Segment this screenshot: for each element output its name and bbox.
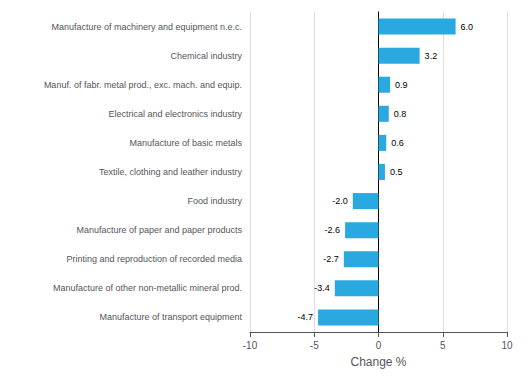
svg-text:Food industry: Food industry (187, 196, 242, 206)
svg-text:10: 10 (501, 340, 513, 351)
svg-text:-2.6: -2.6 (325, 225, 341, 235)
svg-text:Manufacture of basic metals: Manufacture of basic metals (129, 138, 242, 148)
svg-text:3.2: 3.2 (425, 51, 438, 61)
svg-text:Printing and reproduction of r: Printing and reproduction of recorded me… (66, 254, 242, 264)
svg-text:Manufacture of other non-metal: Manufacture of other non-metallic minera… (53, 283, 242, 293)
svg-text:5: 5 (440, 340, 446, 351)
svg-text:0.5: 0.5 (390, 167, 403, 177)
svg-text:-10: -10 (243, 340, 258, 351)
svg-text:-2.7: -2.7 (323, 254, 339, 264)
svg-text:-3.4: -3.4 (314, 283, 330, 293)
svg-text:6.0: 6.0 (461, 22, 474, 32)
svg-text:Manufacture of paper and paper: Manufacture of paper and paper products (76, 225, 242, 235)
svg-text:Textile, clothing and leather: Textile, clothing and leather industry (99, 167, 243, 177)
svg-text:Manufacture of machinery and e: Manufacture of machinery and equipment n… (51, 22, 242, 32)
svg-text:0.8: 0.8 (394, 109, 407, 119)
svg-text:Chemical industry: Chemical industry (170, 51, 242, 61)
svg-text:Electrical and electronics ind: Electrical and electronics industry (108, 109, 242, 119)
svg-text:Change %: Change % (350, 355, 406, 369)
svg-text:-5: -5 (310, 340, 319, 351)
svg-text:Manuf. of fabr. metal prod., e: Manuf. of fabr. metal prod., exc. mach. … (44, 80, 242, 90)
svg-text:Manufacture of transport equip: Manufacture of transport equipment (99, 312, 242, 322)
svg-text:0: 0 (376, 340, 382, 351)
svg-text:0.6: 0.6 (391, 138, 404, 148)
svg-text:-2.0: -2.0 (332, 196, 348, 206)
svg-text:-4.7: -4.7 (298, 312, 314, 322)
svg-text:0.9: 0.9 (395, 80, 408, 90)
